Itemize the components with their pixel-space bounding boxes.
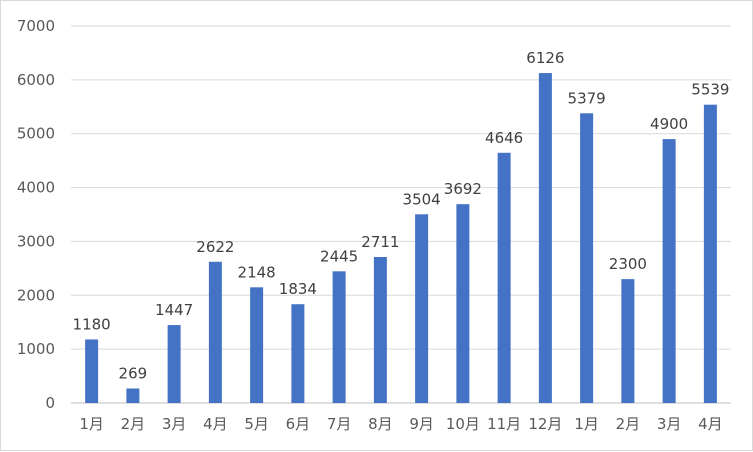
data-label: 4900 bbox=[650, 115, 688, 133]
x-tick-label: 4月 bbox=[698, 415, 723, 433]
data-label: 5379 bbox=[568, 89, 606, 107]
x-tick-label: 1月 bbox=[574, 415, 599, 433]
data-label: 4646 bbox=[485, 129, 523, 147]
x-tick-label: 8月 bbox=[368, 415, 393, 433]
bar bbox=[703, 104, 717, 403]
y-tick-label: 2000 bbox=[17, 286, 55, 304]
y-axis-ticks: 0 1000 2000 3000 4000 5000 6000 7000 bbox=[17, 17, 55, 412]
y-tick-label: 0 bbox=[45, 394, 55, 412]
data-label: 269 bbox=[119, 365, 148, 383]
y-tick-label: 4000 bbox=[17, 179, 55, 197]
y-tick-label: 1000 bbox=[17, 340, 55, 358]
data-label: 2445 bbox=[320, 247, 358, 265]
y-tick-label: 3000 bbox=[17, 232, 55, 250]
bar bbox=[456, 204, 470, 403]
data-label: 1447 bbox=[155, 301, 193, 319]
x-tick-label: 10月 bbox=[446, 415, 480, 433]
x-tick-label: 7月 bbox=[327, 415, 352, 433]
bar bbox=[621, 279, 635, 403]
x-tick-label: 1月 bbox=[79, 415, 104, 433]
gridlines bbox=[71, 25, 731, 404]
y-tick-label: 5000 bbox=[17, 125, 55, 143]
x-tick-label: 12月 bbox=[528, 415, 562, 433]
x-tick-label: 3月 bbox=[657, 415, 682, 433]
data-label: 2711 bbox=[361, 233, 399, 251]
bar bbox=[167, 325, 181, 403]
data-label: 3692 bbox=[444, 180, 482, 198]
bar bbox=[208, 261, 222, 403]
bar bbox=[250, 287, 264, 403]
bar bbox=[415, 214, 429, 403]
bar bbox=[662, 139, 676, 403]
bar bbox=[126, 388, 140, 403]
x-tick-label: 2月 bbox=[616, 415, 641, 433]
data-label: 5539 bbox=[691, 81, 729, 99]
data-label: 2148 bbox=[238, 263, 276, 281]
data-label: 6126 bbox=[526, 49, 564, 67]
y-tick-label: 6000 bbox=[17, 71, 55, 89]
bar bbox=[85, 339, 99, 403]
x-tick-label: 9月 bbox=[409, 415, 434, 433]
data-label: 1834 bbox=[279, 280, 317, 298]
x-tick-label: 2月 bbox=[121, 415, 146, 433]
x-tick-label: 3月 bbox=[162, 415, 187, 433]
bar bbox=[580, 113, 594, 403]
data-label: 2300 bbox=[609, 255, 647, 273]
bar bbox=[497, 152, 511, 403]
x-tick-label: 4月 bbox=[203, 415, 228, 433]
bars bbox=[85, 73, 717, 404]
x-tick-label: 6月 bbox=[286, 415, 311, 433]
bar bbox=[291, 304, 305, 403]
y-tick-label: 7000 bbox=[17, 17, 55, 35]
x-tick-label: 5月 bbox=[244, 415, 269, 433]
x-tick-label: 11月 bbox=[487, 415, 521, 433]
x-axis-ticks: 1月 2月 3月 4月 5月 6月 7月 8月 9月 10月 11月 12月 1月 2月 3月 4月 bbox=[79, 415, 722, 433]
data-label: 2622 bbox=[196, 238, 234, 256]
bar bbox=[538, 73, 552, 404]
data-label: 3504 bbox=[403, 190, 441, 208]
data-label: 1180 bbox=[73, 315, 111, 333]
bar bbox=[332, 271, 346, 403]
bar bbox=[373, 256, 387, 403]
